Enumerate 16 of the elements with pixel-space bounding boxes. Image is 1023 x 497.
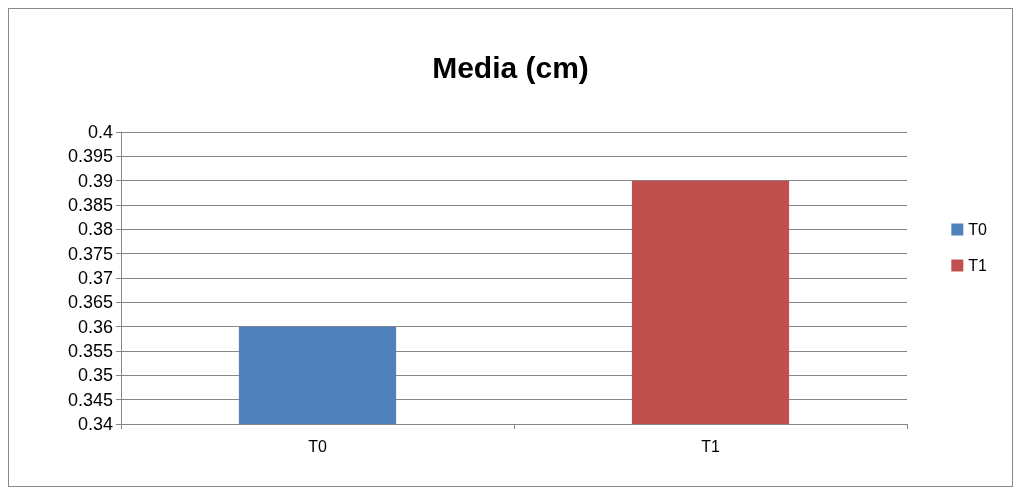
y-tick-label: 0.39 xyxy=(77,170,113,191)
y-tick-label: 0.355 xyxy=(67,341,113,361)
y-tick-label: 0.36 xyxy=(77,316,113,337)
y-tick-label: 0.4 xyxy=(87,122,113,142)
y-tick-label: 0.34 xyxy=(77,414,113,434)
y-tick-label: 0.345 xyxy=(67,389,113,410)
y-tick-label: 0.375 xyxy=(67,243,113,264)
y-tick-label: 0.365 xyxy=(67,292,113,313)
y-tick-label: 0.35 xyxy=(77,365,113,386)
legend-label: T1 xyxy=(968,257,988,274)
y-tick-label: 0.38 xyxy=(77,219,113,240)
y-tick-label: 0.385 xyxy=(67,195,113,215)
y-tick-label: 0.395 xyxy=(67,146,113,167)
chart-title: Media (cm) xyxy=(432,50,589,84)
legend-label: T0 xyxy=(968,221,988,238)
y-tick-label: 0.37 xyxy=(77,268,113,288)
